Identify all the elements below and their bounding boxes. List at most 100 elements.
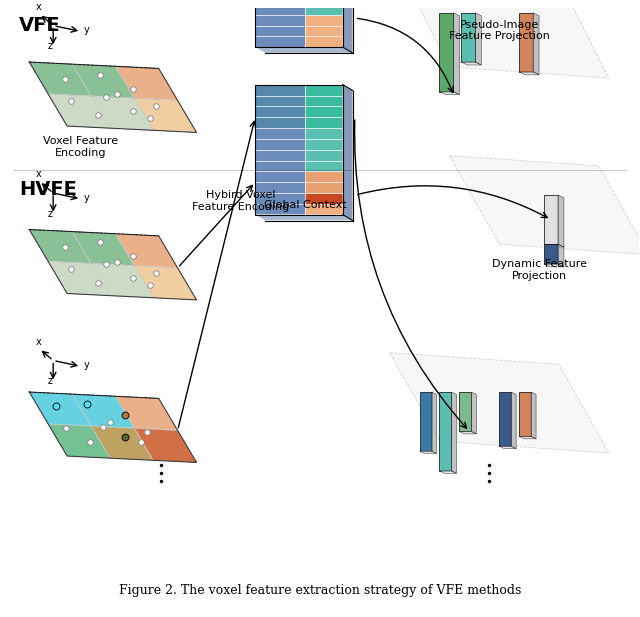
Bar (519, 392, 531, 436)
Bar (305, 139, 343, 150)
Bar (305, 193, 343, 204)
Bar (305, 204, 343, 215)
Polygon shape (511, 392, 516, 449)
Bar (255, 36, 305, 48)
Bar (255, 193, 305, 204)
Polygon shape (92, 263, 154, 298)
Polygon shape (72, 394, 134, 428)
Polygon shape (343, 85, 353, 221)
Bar (255, 106, 305, 117)
Bar (255, 0, 305, 4)
Bar (305, 4, 343, 15)
Polygon shape (453, 13, 460, 94)
Bar (305, 106, 343, 117)
Polygon shape (461, 62, 481, 65)
Bar (519, 13, 533, 72)
Polygon shape (29, 392, 92, 426)
Bar (305, 25, 343, 36)
Polygon shape (431, 392, 436, 453)
Text: Global Context: Global Context (264, 200, 346, 210)
Text: Figure 2. The voxel feature extraction strategy of VFE methods: Figure 2. The voxel feature extraction s… (119, 584, 521, 597)
Polygon shape (116, 396, 178, 431)
Bar (305, 85, 343, 96)
Bar (255, 96, 305, 106)
Bar (255, 85, 343, 215)
Polygon shape (48, 94, 110, 128)
Polygon shape (48, 262, 110, 296)
Bar (305, 150, 343, 160)
Polygon shape (544, 264, 564, 267)
Text: Pseudo-Image
Feature Projection: Pseudo-Image Feature Projection (449, 20, 550, 41)
Text: y: y (84, 25, 90, 35)
Polygon shape (420, 451, 436, 453)
Bar (305, 36, 343, 48)
Polygon shape (451, 392, 456, 473)
Bar (255, 150, 305, 160)
Bar (255, 204, 305, 215)
Polygon shape (440, 471, 456, 473)
Text: Dynamic Feature
Projection: Dynamic Feature Projection (492, 259, 586, 281)
Bar (305, 15, 343, 25)
Bar (305, 96, 343, 106)
Polygon shape (29, 230, 92, 263)
Polygon shape (92, 96, 154, 130)
Text: Hybird Voxel
Feature Encoding: Hybird Voxel Feature Encoding (192, 190, 289, 212)
Bar (255, 172, 305, 182)
Polygon shape (48, 424, 110, 458)
Polygon shape (449, 155, 640, 255)
Text: y: y (84, 360, 90, 370)
Bar (255, 85, 305, 96)
Bar (544, 195, 558, 244)
Text: x: x (35, 169, 41, 180)
Polygon shape (134, 428, 196, 462)
Bar (255, 117, 305, 128)
Bar (305, 172, 343, 182)
Bar (255, 160, 305, 172)
Polygon shape (116, 234, 178, 268)
Bar (305, 117, 343, 128)
Bar (305, 160, 343, 172)
Polygon shape (134, 98, 196, 133)
Text: Voxel Feature
Encoding: Voxel Feature Encoding (44, 136, 118, 157)
Polygon shape (499, 446, 516, 449)
Bar (305, 0, 343, 4)
Polygon shape (92, 426, 154, 460)
Bar (255, 15, 305, 25)
Bar (255, 4, 305, 15)
Polygon shape (29, 62, 92, 96)
Polygon shape (533, 13, 539, 75)
Polygon shape (390, 352, 609, 453)
Bar (255, 0, 343, 48)
Polygon shape (255, 48, 353, 53)
Polygon shape (558, 244, 564, 267)
Text: VFE: VFE (19, 15, 61, 35)
Text: HVFE: HVFE (19, 180, 77, 199)
Polygon shape (116, 66, 178, 101)
Polygon shape (255, 215, 353, 221)
Polygon shape (476, 13, 481, 65)
Polygon shape (460, 431, 476, 434)
Text: z: z (47, 376, 52, 386)
Text: x: x (35, 2, 41, 12)
Text: y: y (84, 193, 90, 203)
Polygon shape (558, 195, 564, 247)
Polygon shape (519, 436, 536, 439)
Bar (305, 182, 343, 193)
Bar (499, 392, 511, 446)
Bar (544, 244, 558, 264)
Polygon shape (399, 0, 609, 78)
Bar (420, 392, 431, 451)
Bar (305, 128, 343, 139)
Bar (255, 182, 305, 193)
Polygon shape (72, 231, 134, 266)
Polygon shape (72, 64, 134, 98)
Text: z: z (47, 209, 52, 218)
Polygon shape (440, 91, 460, 94)
Text: x: x (35, 337, 41, 347)
Text: z: z (47, 41, 52, 51)
Bar (440, 392, 451, 471)
Bar (440, 13, 453, 91)
Bar (255, 128, 305, 139)
Polygon shape (134, 266, 196, 300)
Polygon shape (343, 0, 353, 53)
